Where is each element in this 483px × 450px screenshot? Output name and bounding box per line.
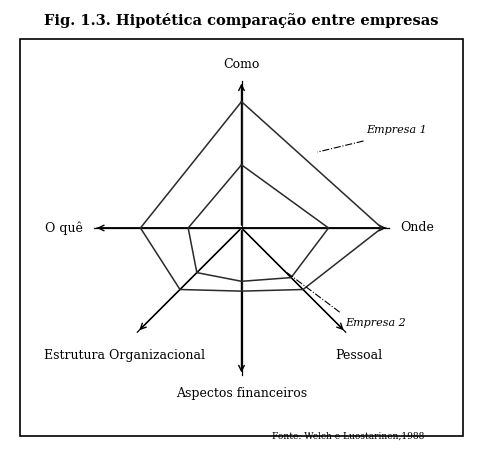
- Text: Como: Como: [223, 58, 260, 71]
- Text: Pessoal: Pessoal: [335, 349, 382, 362]
- Text: Empresa 1: Empresa 1: [367, 126, 427, 135]
- Text: Fonte: Welch e Luostarinen,1988: Fonte: Welch e Luostarinen,1988: [271, 432, 424, 441]
- Text: Estrutura Organizacional: Estrutura Organizacional: [44, 349, 205, 362]
- Text: O quê: O quê: [45, 221, 83, 235]
- Text: Aspectos financeiros: Aspectos financeiros: [176, 387, 307, 400]
- Text: Onde: Onde: [400, 221, 434, 234]
- Text: Fig. 1.3. Hipotética comparação entre empresas: Fig. 1.3. Hipotética comparação entre em…: [44, 14, 439, 28]
- Text: Empresa 2: Empresa 2: [345, 318, 406, 328]
